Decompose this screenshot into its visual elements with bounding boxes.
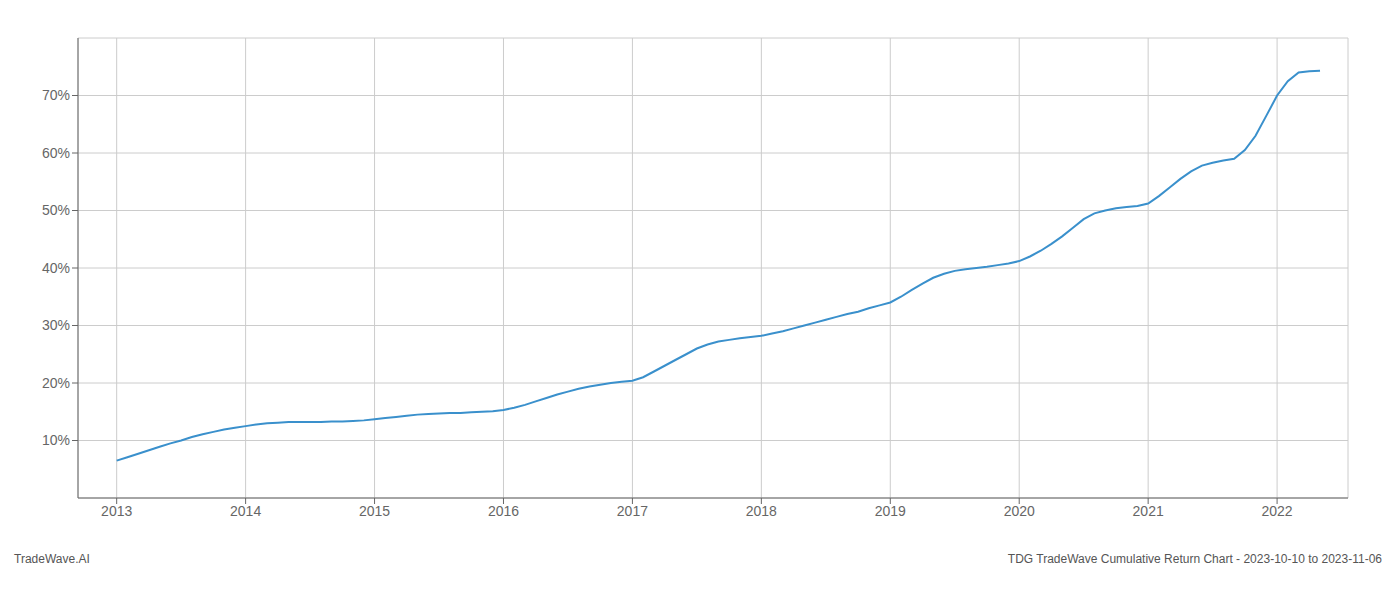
svg-text:50%: 50% bbox=[42, 202, 70, 218]
svg-text:2018: 2018 bbox=[746, 503, 777, 519]
svg-text:2015: 2015 bbox=[359, 503, 390, 519]
svg-text:60%: 60% bbox=[42, 145, 70, 161]
svg-text:2013: 2013 bbox=[101, 503, 132, 519]
svg-text:10%: 10% bbox=[42, 432, 70, 448]
svg-text:2020: 2020 bbox=[1004, 503, 1035, 519]
svg-text:2016: 2016 bbox=[488, 503, 519, 519]
html-text:TradeWave.AI: TradeWave.AI bbox=[14, 552, 90, 566]
svg-text:2021: 2021 bbox=[1133, 503, 1164, 519]
svg-text:2017: 2017 bbox=[617, 503, 648, 519]
svg-text:30%: 30% bbox=[42, 317, 70, 333]
svg-text:2019: 2019 bbox=[875, 503, 906, 519]
svg-text:70%: 70% bbox=[42, 87, 70, 103]
html-text:TDG TradeWave Cumulative Retur: TDG TradeWave Cumulative Return Chart - … bbox=[1007, 552, 1382, 566]
svg-text:2014: 2014 bbox=[230, 503, 261, 519]
svg-text:40%: 40% bbox=[42, 260, 70, 276]
svg-text:2022: 2022 bbox=[1262, 503, 1293, 519]
svg-text:20%: 20% bbox=[42, 375, 70, 391]
